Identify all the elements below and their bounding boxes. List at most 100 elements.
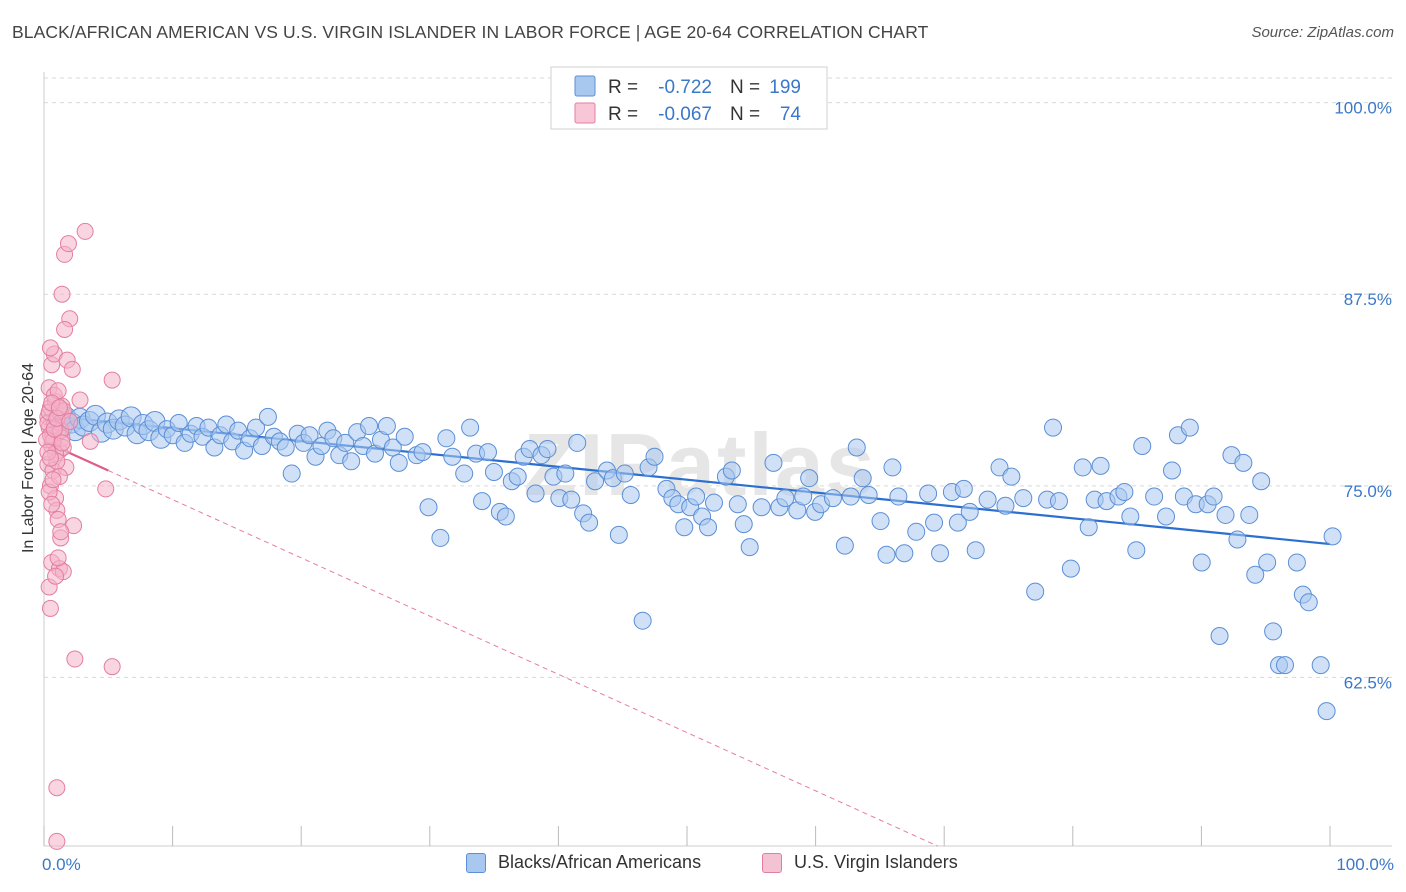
blue-point — [1073, 458, 1092, 477]
legend-swatch-pink — [762, 852, 782, 873]
blue-point — [1061, 559, 1080, 578]
blue-point — [383, 438, 402, 457]
blue-point — [960, 502, 979, 521]
blue-point — [443, 447, 462, 466]
legend-box — [550, 66, 828, 130]
blue-point — [556, 464, 575, 483]
blue-point — [389, 453, 408, 472]
blue-point — [925, 513, 944, 532]
blue-point — [1234, 453, 1253, 472]
legend-item-virgin-islanders[interactable]: U.S. Virgin Islanders — [762, 852, 958, 873]
points-layer — [38, 222, 1342, 850]
blue-point — [621, 486, 640, 505]
pink-point — [76, 222, 94, 240]
pink-point — [66, 650, 84, 668]
blue-point — [948, 513, 967, 532]
blue-point — [699, 518, 718, 537]
blue-point — [776, 489, 795, 508]
pink-point — [44, 471, 62, 489]
blue-point — [687, 487, 706, 506]
blue-point — [931, 544, 950, 563]
blue-point — [883, 458, 902, 477]
blue-point — [1317, 702, 1336, 721]
blue-point — [580, 513, 599, 532]
pink-point — [81, 432, 99, 450]
pink-point — [50, 399, 68, 417]
axis-layer: 100.0% 87.5% 75.0% 62.5% 0.0% 100.0% — [42, 72, 1394, 874]
blue-point — [1091, 456, 1110, 475]
x-tick-label-max: 100.0% — [1336, 855, 1394, 874]
blue-point — [1216, 505, 1235, 524]
blue-point — [877, 545, 896, 564]
blue-point — [1127, 541, 1146, 560]
blue-point — [1180, 418, 1199, 437]
y-tick-label: 87.5% — [1344, 290, 1392, 309]
blue-point — [1228, 530, 1247, 549]
blue-point — [823, 489, 842, 508]
pink-point — [41, 449, 59, 467]
blue-point — [722, 461, 741, 480]
legend-bottom: Blacks/African Americans U.S. Virgin Isl… — [0, 852, 1406, 878]
legend-n-value: 74 — [780, 104, 802, 125]
blue-point — [455, 464, 474, 483]
blue-point — [508, 467, 527, 486]
pink-point — [97, 480, 115, 498]
pink-point — [41, 339, 59, 357]
blue-point — [615, 464, 634, 483]
legend-n-label: N = — [730, 104, 760, 125]
blue-point — [538, 440, 557, 459]
pink-point — [48, 832, 66, 850]
blue-point — [1121, 507, 1140, 526]
blue-point — [247, 418, 266, 437]
blue-point — [169, 413, 188, 432]
legend-swatch-pink — [574, 102, 596, 124]
blue-point — [1204, 487, 1223, 506]
pink-trend-extension — [108, 470, 938, 847]
y-tick-label: 75.0% — [1344, 482, 1392, 501]
blue-point — [734, 515, 753, 534]
blue-point — [1115, 482, 1134, 501]
blue-point — [1145, 487, 1164, 506]
blue-point — [705, 493, 724, 512]
grid-layer — [44, 77, 1392, 678]
blue-point — [1246, 565, 1265, 584]
legend-n-label: N = — [730, 77, 760, 98]
blue-point — [342, 452, 361, 471]
x-tick-label-min: 0.0% — [42, 855, 81, 874]
blue-point — [1049, 492, 1068, 511]
source-label: Source: ZipAtlas.com — [1251, 24, 1394, 41]
blue-point — [1192, 553, 1211, 572]
blue-point — [889, 487, 908, 506]
pink-point — [53, 434, 71, 452]
pink-point — [61, 412, 79, 430]
pink-point — [52, 523, 70, 541]
pink-point — [103, 658, 121, 676]
blue-point — [794, 487, 813, 506]
blue-point — [1299, 593, 1318, 612]
blue-point — [1240, 505, 1259, 524]
legend-swatch-blue — [574, 75, 596, 97]
legend-n-value: 199 — [769, 77, 801, 98]
blue-point — [996, 496, 1015, 515]
blue-point — [966, 541, 985, 560]
y-axis-title: In Labor Force | Age 20-64 — [20, 363, 37, 553]
blue-point — [1252, 472, 1271, 491]
blue-point — [1157, 507, 1176, 526]
blue-point — [871, 512, 890, 531]
pink-point — [49, 549, 67, 567]
blue-point — [1133, 436, 1152, 455]
blue-point — [841, 487, 860, 506]
chart-title: BLACK/AFRICAN AMERICAN VS U.S. VIRGIN IS… — [12, 22, 929, 42]
blue-point — [377, 417, 396, 436]
blue-point — [1264, 622, 1283, 641]
blue-point — [800, 469, 819, 488]
blue-point — [586, 472, 605, 491]
legend-top: R = -0.722 N = 199 R = -0.067 N = 74 — [550, 66, 828, 130]
blue-point — [300, 426, 319, 445]
blue-point — [526, 484, 545, 503]
blue-point — [633, 611, 652, 630]
blue-point — [419, 498, 438, 517]
blue-point — [853, 469, 872, 488]
pink-point — [48, 779, 66, 797]
legend-item-blacks[interactable]: Blacks/African Americans — [466, 852, 701, 873]
